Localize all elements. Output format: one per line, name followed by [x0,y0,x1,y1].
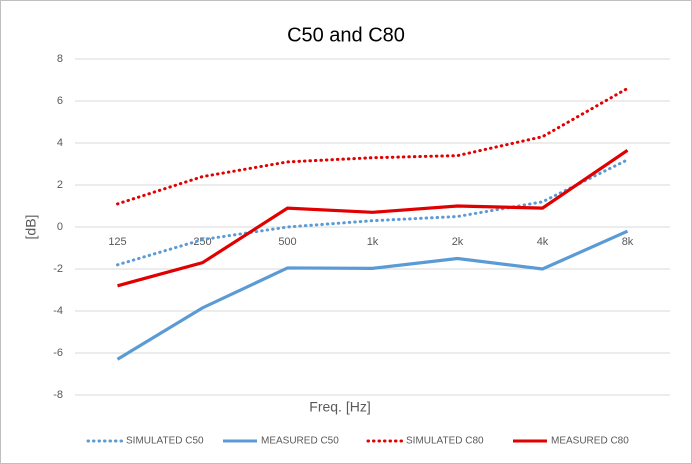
y-tick-label: 2 [57,179,63,191]
legend-label: MEASURED C50 [261,436,339,447]
series-line [117,149,629,288]
x-tick-label: 500 [278,236,296,248]
y-tick-label: 6 [57,95,63,107]
legend-label: SIMULATED C50 [126,436,204,447]
x-tick-label: 1k [367,236,379,248]
y-axis-label: [dB] [23,215,39,240]
y-tick-label: 0 [57,221,63,233]
legend-label: SIMULATED C80 [406,436,484,447]
series-line [116,86,629,206]
series-line [116,158,629,267]
x-tick-label: 2k [452,236,464,248]
x-tick-label: 8k [622,236,634,248]
x-axis-label: Freq. [Hz] [309,399,370,415]
chart-title: C50 and C80 [287,24,405,46]
series-line [116,229,629,361]
y-tick-label: -8 [53,389,63,401]
x-tick-label: 125 [108,236,126,248]
y-tick-label: -4 [53,305,63,317]
x-tick-label: 4k [537,236,549,248]
y-tick-label: 4 [57,137,63,149]
legend-label: MEASURED C80 [551,436,629,447]
y-tick-label: -2 [53,263,63,275]
y-tick-label: -6 [53,347,63,359]
y-tick-label: 8 [57,53,63,65]
